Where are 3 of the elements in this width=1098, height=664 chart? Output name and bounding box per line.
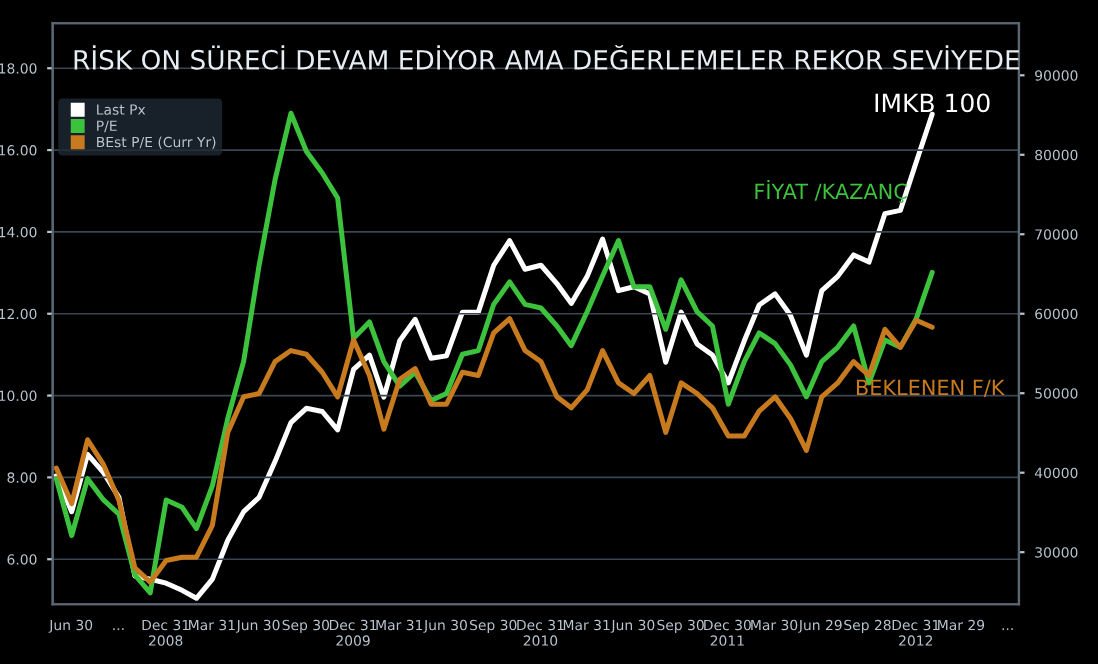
annotation: BEKLENEN F/K: [856, 379, 1005, 397]
annotation: IMKB 100: [875, 93, 990, 113]
text: RİSK ON SÜRECİ DEVAM EDİYOR AMA DEĞERLEMELER REKOR SEVİYEDE: [74, 45, 1020, 70]
